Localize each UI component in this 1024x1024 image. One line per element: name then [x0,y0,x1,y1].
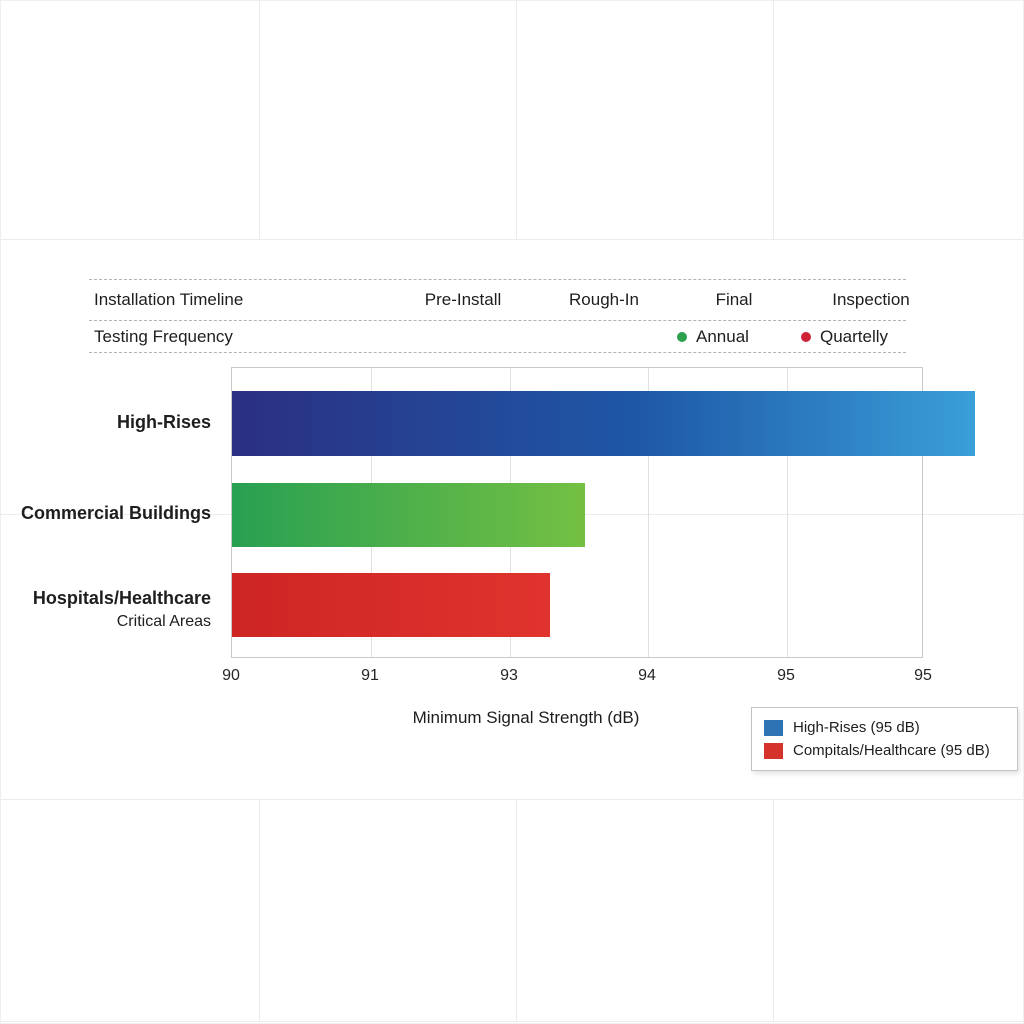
category-subtext: Critical Areas [116,613,211,630]
category-text: High-Rises [116,412,211,432]
legend-label: Compitals/Healthcare (95 dB) [793,742,990,759]
background-gridline [516,1,517,239]
testing-frequency-label: Testing Frequency [94,326,233,346]
category-label-commercial-buildings: Commercial Buildings [21,502,211,525]
installation-timeline-row: Installation Timeline Pre-Install Rough-… [89,280,910,321]
phase-final: Final [715,290,753,309]
quarterly-option: Quartelly [801,327,888,347]
bar-commercial-buildings [232,483,585,547]
background-gridline [259,799,260,1021]
x-tick-95b: 95 [914,667,932,684]
x-tick-90: 90 [222,667,240,684]
legend-swatch-red [764,742,783,759]
background-gridline [773,799,774,1021]
category-text: Commercial Buildings [20,503,211,523]
phase-inspection: Inspection [832,290,910,309]
background-gridline [259,1,260,239]
legend-entry-high-rises: High-Rises (95 dB) [764,719,1017,736]
x-tick-94: 94 [638,667,656,684]
legend-label: High-Rises (95 dB) [793,719,920,736]
x-tick-95a: 95 [777,667,795,684]
quarterly-dot-icon [801,331,811,342]
legend-entry-hospitals: Compitals/Healthcare (95 dB) [764,742,1017,759]
phase-pre-install: Pre-Install [424,290,502,309]
background-gridline [1,1021,1023,1022]
x-axis-title: Minimum Signal Strength (dB) [412,708,640,727]
bar-high-rises [232,391,975,456]
category-label-hospitals-healthcare: Hospitals/Healthcare Critical Areas [33,587,211,633]
installation-timeline-label: Installation Timeline [94,290,244,309]
chart-legend: High-Rises (95 dB) Compitals/Healthcare … [751,707,1018,771]
background-gridline [1,239,1023,240]
annual-dot-icon [677,331,687,342]
x-tick-93: 93 [500,667,518,684]
background-gridline [1,799,1023,800]
quarterly-label: Quartelly [820,326,889,346]
spec-table: Installation Timeline Pre-Install Rough-… [89,279,910,353]
category-text: Hospitals/Healthcare [32,588,211,608]
legend-swatch-blue [764,719,783,736]
background-gridline [516,799,517,1021]
x-tick-91: 91 [361,667,379,684]
testing-frequency-row: Testing Frequency Annual Quartelly [89,321,906,353]
plot-gridline [648,368,649,657]
bar-hospitals-healthcare [232,573,550,637]
annual-label: Annual [696,326,749,346]
category-label-high-rises: High-Rises [117,411,211,434]
background-gridline [773,1,774,239]
phase-rough-in: Rough-In [569,290,639,309]
plot-gridline [787,368,788,657]
annual-option: Annual [677,327,749,347]
plot-area [231,367,975,658]
